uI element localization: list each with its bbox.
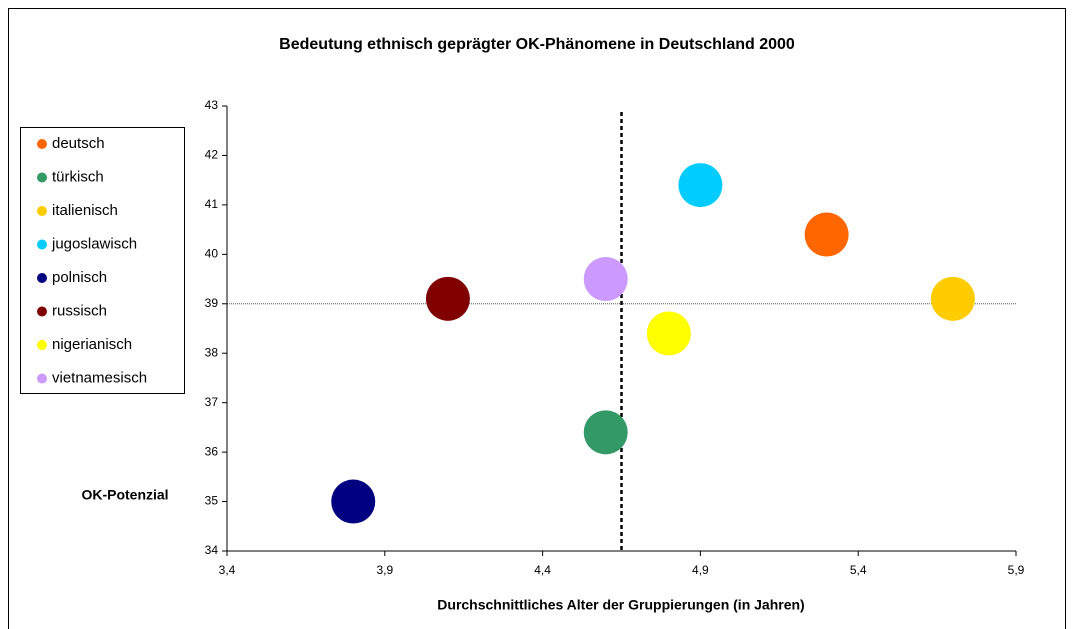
y-tick-label: 37: [205, 395, 219, 409]
y-tick-label: 39: [205, 296, 219, 310]
legend-label: polnisch: [52, 269, 107, 286]
legend-label: deutsch: [52, 135, 105, 152]
legend-box: [20, 127, 185, 394]
legend-label: italienisch: [52, 202, 118, 219]
bubble: [425, 276, 470, 321]
y-tick-label: 43: [205, 98, 219, 112]
chart-title: Bedeutung ethnisch geprägter OK-Phänomen…: [279, 36, 795, 53]
legend-label: türkisch: [52, 168, 104, 185]
legend-marker: [37, 273, 47, 283]
legend-marker: [37, 139, 47, 149]
legend-marker: [37, 172, 47, 183]
bubble: [583, 257, 628, 302]
bubble: [678, 163, 723, 208]
bubble: [331, 479, 376, 524]
legend-marker: [37, 239, 47, 250]
x-tick-label: 3,4: [219, 563, 236, 577]
y-tick-label: 34: [205, 543, 219, 557]
y-axis-title: OK-Potenzial: [81, 487, 168, 503]
y-tick-label: 36: [205, 444, 219, 458]
legend-marker: [37, 340, 47, 350]
legend-marker: [37, 306, 47, 317]
x-tick-label: 5,9: [1008, 563, 1025, 577]
y-tick-label: 41: [205, 197, 219, 211]
y-tick-label: 35: [205, 494, 219, 508]
legend-marker: [37, 373, 47, 384]
x-tick-label: 5,4: [850, 563, 867, 577]
bubble: [646, 311, 691, 356]
x-tick-label: 3,9: [376, 563, 393, 577]
y-tick-label: 40: [205, 247, 219, 261]
legend-label: vietnamesisch: [52, 369, 147, 386]
x-tick-label: 4,9: [692, 563, 709, 577]
bubble: [930, 276, 975, 321]
legend-label: jugoslawisch: [51, 235, 137, 252]
x-tick-label: 4,4: [534, 563, 551, 577]
x-axis-title: Durchschnittliches Alter der Gruppierung…: [437, 597, 804, 613]
y-tick-label: 38: [205, 345, 219, 359]
legend-marker: [37, 206, 47, 216]
bubble: [583, 410, 628, 455]
legend-label: nigerianisch: [52, 336, 132, 353]
legend-label: russisch: [52, 302, 107, 319]
y-tick-label: 42: [205, 148, 219, 162]
bubble: [804, 212, 849, 257]
